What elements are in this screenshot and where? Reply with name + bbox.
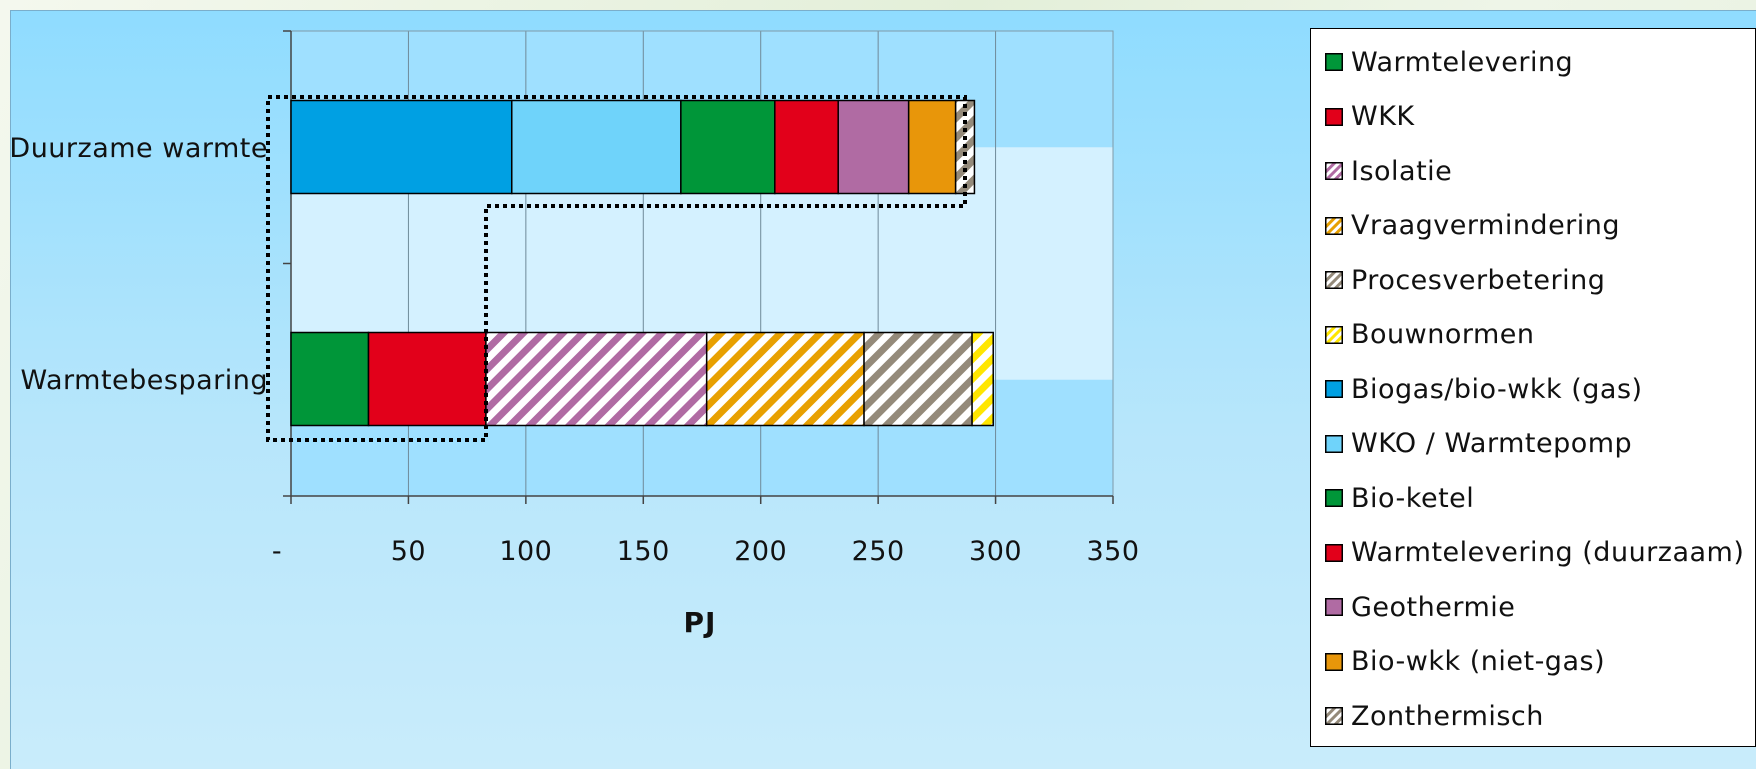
legend-swatch (1325, 489, 1343, 508)
x-tick-label-350: 350 (1086, 536, 1139, 567)
legend-label: Geothermie (1351, 591, 1516, 623)
legend-label: Zonthermisch (1351, 700, 1544, 732)
dotted-outline-annotation (266, 95, 967, 442)
legend-item-wko-warmtepomp: WKO / Warmtepomp (1325, 417, 1755, 472)
legend-item-isolatie: Isolatie (1325, 144, 1755, 199)
legend-item-procesverbetering: Procesverbetering (1325, 253, 1755, 308)
x-tick-label-50: 50 (391, 536, 426, 567)
legend-item-bio-ketel: Bio-ketel (1325, 471, 1755, 526)
legend-label: Warmtelevering (1351, 46, 1574, 78)
legend-swatch (1325, 707, 1343, 726)
legend-item-geothermie: Geothermie (1325, 580, 1755, 635)
x-tick-label-100: 100 (499, 536, 552, 567)
bar-warmtebesparing-vraagvermindering (705, 331, 865, 427)
bar-duurzame-warmte-bio-wkk-niet-gas (907, 99, 957, 195)
legend-label: Vraagvermindering (1351, 210, 1621, 242)
legend-swatch (1325, 434, 1343, 453)
legend-swatch (1325, 107, 1343, 126)
bar-duurzame-warmte-warmtelevering-duurzaam (774, 99, 839, 195)
x-axis-title: PJ (684, 606, 717, 639)
legend-label: WKK (1351, 101, 1415, 133)
legend-item-bouwnormen: Bouwnormen (1325, 308, 1755, 363)
legend-label: Bio-ketel (1351, 482, 1475, 514)
legend-label: Bio-wkk (niet-gas) (1351, 646, 1606, 678)
legend-swatch (1325, 325, 1343, 344)
legend-label: Isolatie (1351, 155, 1453, 187)
bar-warmtebesparing-procesverbetering (863, 331, 973, 427)
legend-swatch (1325, 162, 1343, 181)
x-tick-label-200: 200 (734, 536, 787, 567)
legend-swatch (1325, 216, 1343, 235)
legend-label: WKO / Warmtepomp (1351, 428, 1633, 460)
legend-swatch (1325, 53, 1343, 72)
x-tick-label-250: 250 (852, 536, 905, 567)
legend-item-wkk: WKK (1325, 90, 1755, 145)
legend-item-biogas-bio-wkk-gas: Biogas/bio-wkk (gas) (1325, 362, 1755, 417)
legend-item-zonthermisch: Zonthermisch (1325, 689, 1755, 744)
bar-warmtebesparing-warmtelevering (290, 331, 370, 427)
bar-duurzame-warmte-biogas-bio-wkk-gas (290, 99, 513, 195)
legend-swatch (1325, 543, 1343, 562)
legend-item-warmtelevering-duurzaam: Warmtelevering (duurzaam) (1325, 526, 1755, 581)
legend-swatch (1325, 652, 1343, 671)
bar-duurzame-warmte-bio-ketel (680, 99, 776, 195)
legend-item-warmtelevering: Warmtelevering (1325, 35, 1755, 90)
legend-swatch (1325, 598, 1343, 617)
bar-duurzame-warmte-wko-warmtepomp (511, 99, 682, 195)
bar-duurzame-warmte-geothermie (837, 99, 910, 195)
legend-label: Biogas/bio-wkk (gas) (1351, 373, 1643, 405)
legend-label: Bouwnormen (1351, 319, 1535, 351)
bar-warmtebesparing-bouwnormen (971, 331, 994, 427)
legend-label: Warmtelevering (duurzaam) (1351, 537, 1745, 569)
x-tick-label-0: - (272, 536, 282, 567)
x-tick-label-150: 150 (617, 536, 670, 567)
bar-warmtebesparing-wkk (367, 331, 487, 427)
legend-label: Procesverbetering (1351, 264, 1606, 296)
bar-warmtebesparing-isolatie (485, 331, 708, 427)
legend-item-vraagvermindering: Vraagvermindering (1325, 199, 1755, 254)
legend-item-bio-wkk-niet-gas: Bio-wkk (niet-gas) (1325, 635, 1755, 690)
legend: Warmtelevering WKK Isolatie Vraagverminderi… (1310, 28, 1756, 747)
x-tick-label-300: 300 (969, 536, 1022, 567)
legend-swatch (1325, 271, 1343, 290)
legend-swatch (1325, 380, 1343, 399)
category-label-duurzame-warmte: Duurzame warmte (9, 133, 268, 164)
category-label-warmtebesparing: Warmtebesparing (21, 365, 269, 396)
